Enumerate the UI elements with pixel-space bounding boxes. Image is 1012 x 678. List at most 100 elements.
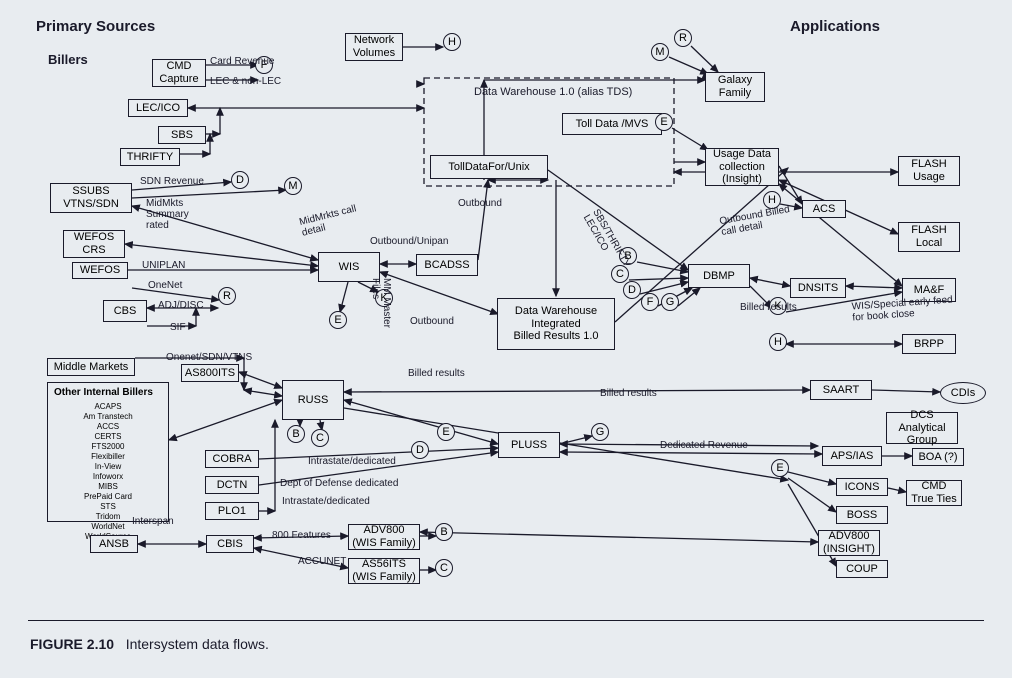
biller-item: PrePaid Card	[54, 492, 162, 502]
node-aps_ias: APS/IAS	[822, 446, 882, 466]
edge-74	[788, 478, 836, 512]
edge-52	[560, 452, 822, 454]
edge-label-outbound1: Outbound	[458, 198, 502, 209]
edge-label-f800: 800 Features	[272, 530, 331, 541]
biller-item: Flexibiller	[54, 452, 162, 462]
edge-label-dod: Dept of Defense dedicated	[280, 478, 398, 489]
ref-H3: H	[769, 333, 787, 351]
node-dnsits: DNSITS	[790, 278, 846, 298]
node-midmkts: Middle Markets	[47, 358, 135, 376]
node-cmd_tt: CMDTrue Ties	[906, 480, 962, 506]
edge-69	[846, 286, 902, 288]
node-dbmp: DBMP	[688, 264, 750, 288]
ref-G2: G	[591, 423, 609, 441]
edge-label-adj_disc: ADJ/DISC	[158, 300, 204, 311]
node-tolldata_unix: TollDataFor/Unix	[430, 155, 548, 179]
edge-16	[239, 372, 282, 388]
node-dwh_results: Data WarehouseIntegratedBilled Results 1…	[497, 298, 615, 350]
node-thrifty: THRIFTY	[120, 148, 180, 166]
ref-C2: C	[311, 429, 329, 447]
node-dctn: DCTN	[205, 476, 259, 494]
warehouse-label: Data Warehouse 1.0 (alias TDS)	[474, 86, 632, 98]
node-tolldata_mvs: Toll Data /MVS	[562, 113, 662, 135]
edge-label-card_rev: Card Revenue	[210, 56, 274, 67]
ref-E1: E	[329, 311, 347, 329]
header-primary-sources: Primary Sources	[36, 18, 155, 35]
ref-G1: G	[661, 293, 679, 311]
edge-22	[340, 282, 348, 312]
node-netvol: NetworkVolumes	[345, 33, 403, 61]
ref-B2: B	[287, 425, 305, 443]
edge-63	[629, 278, 688, 280]
ref-D3: D	[411, 441, 429, 459]
edge-label-sif: SIF	[170, 322, 186, 333]
figure-number: FIGURE 2.10	[30, 636, 114, 652]
ref-R2: R	[674, 29, 692, 47]
node-lec_ico: LEC/ICO	[128, 99, 188, 117]
ref-M2: M	[651, 43, 669, 61]
ref-C3: C	[435, 559, 453, 577]
edge-72	[872, 390, 940, 392]
edge-label-ded_rev: Dedicated Revenue	[660, 440, 748, 451]
ref-D2: D	[623, 281, 641, 299]
node-wefos: WEFOS	[72, 262, 128, 279]
other-billers-title: Other Internal Billers	[54, 387, 162, 400]
node-sbs: SBS	[158, 126, 206, 144]
node-plo1: PLO1	[205, 502, 259, 520]
edge-73	[788, 472, 836, 484]
ref-E4: E	[771, 459, 789, 477]
node-boa: BOA (?)	[912, 448, 964, 466]
edge-27	[380, 272, 498, 314]
node-ansb: ANSB	[90, 535, 138, 553]
biller-item: Am Transtech	[54, 412, 162, 422]
node-adv800_ins: ADV800(INSIGHT)	[818, 530, 880, 556]
biller-item: ACAPS	[54, 402, 162, 412]
edge-label-intra2: Intrastate/dedicated	[282, 496, 370, 507]
node-flash_local: FLASHLocal	[898, 222, 960, 252]
node-dcs: DCSAnalyticalGroup	[886, 412, 958, 444]
edge-label-onenet: OneNet	[148, 280, 182, 291]
node-saart: SAART	[810, 380, 872, 400]
header-applications: Applications	[790, 18, 880, 35]
ref-F2: F	[641, 293, 659, 311]
biller-item: In-View	[54, 462, 162, 472]
figure-text: Intersystem data flows.	[126, 636, 269, 652]
edge-77	[888, 488, 906, 492]
ref-E2: E	[655, 113, 673, 131]
edge-label-outb_uni: Outbound/Unipan	[370, 236, 448, 247]
other-internal-billers: Other Internal Billers ACAPSAm Transtech…	[47, 382, 169, 522]
node-brpp: BRPP	[902, 334, 956, 354]
biller-item: STS	[54, 502, 162, 512]
edge-label-billed_r2: Billed results	[408, 368, 465, 379]
biller-item: MIBS	[54, 482, 162, 492]
node-coup: COUP	[836, 560, 888, 578]
edge-55	[672, 128, 708, 150]
node-ssubs: SSUBSVTNS/SDN	[50, 183, 132, 213]
edge-49	[420, 532, 818, 542]
edge-67	[750, 278, 790, 286]
ref-R1: R	[218, 287, 236, 305]
edge-label-intra1: Intrastate/dedicated	[308, 456, 396, 467]
biller-item: ACCS	[54, 422, 162, 432]
node-galaxy: GalaxyFamily	[705, 72, 765, 102]
node-as56its: AS56ITS(WIS Family)	[348, 558, 420, 584]
node-cobra: COBRA	[205, 450, 259, 468]
edge-label-billed_r3: Billed results	[600, 388, 657, 399]
node-cmd_capture: CMDCapture	[152, 59, 206, 87]
edge-label-sdn_rev: SDN Revenue	[140, 176, 204, 187]
node-flash_usage: FLASHUsage	[898, 156, 960, 186]
ref-H1: H	[443, 33, 461, 51]
edge-label-lec_nonlec: LEC & non-LEC	[210, 76, 281, 87]
edge-label-interspan: Interspan	[132, 516, 174, 527]
node-cdis: CDIs	[940, 382, 986, 404]
node-acs: ACS	[802, 200, 846, 218]
edge-25	[478, 180, 488, 260]
edge-label-uniplan: UNIPLAN	[142, 260, 185, 271]
edge-label-onenet_sdn: Onenet/SDN/VTNS	[166, 352, 252, 363]
node-as800its: AS800ITS	[181, 364, 239, 382]
node-boss: BOSS	[836, 506, 888, 524]
edge-label-mm_sum: MidMktsSummaryrated	[146, 198, 189, 231]
node-cbis: CBIS	[206, 535, 254, 553]
edge-5	[132, 190, 286, 198]
node-wefos_crs: WEFOSCRS	[63, 230, 125, 258]
